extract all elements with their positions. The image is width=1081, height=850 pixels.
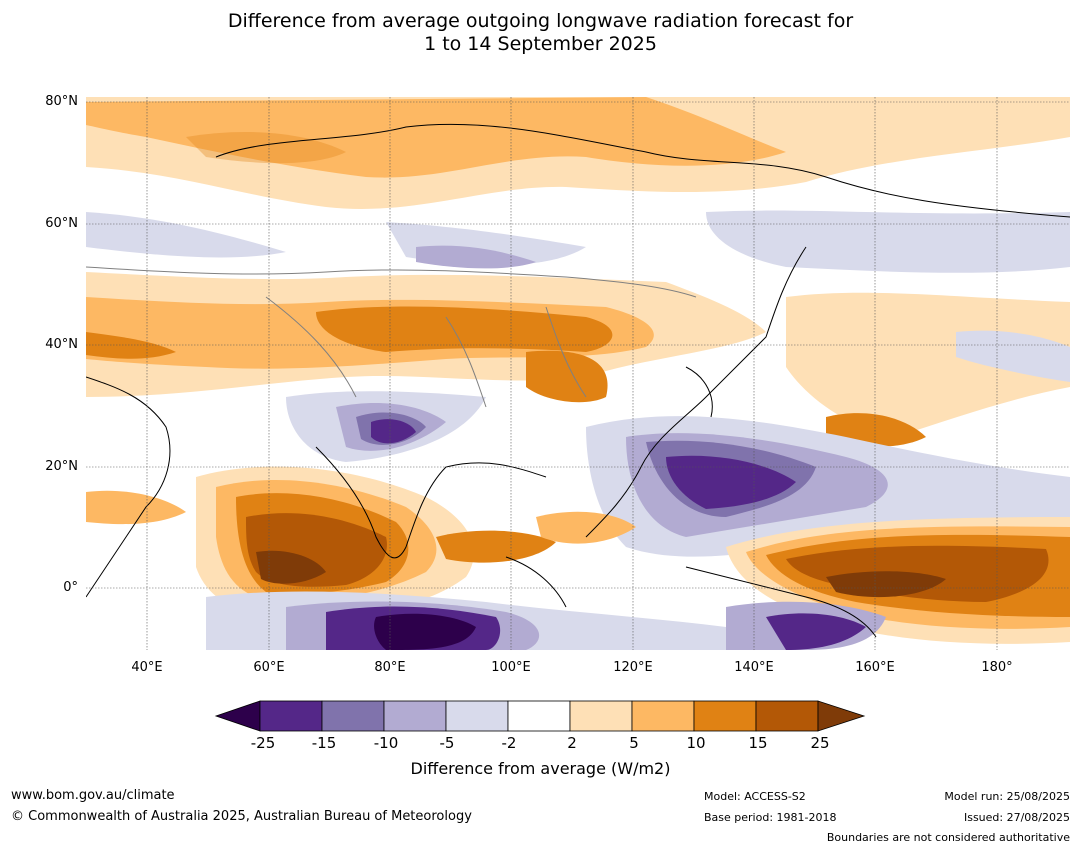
footer-disclaimer: Boundaries are not considered authoritat…	[826, 831, 1070, 844]
lat-label-60n: 60°N	[45, 216, 78, 231]
colorbar-label: Difference from average (W/m2)	[410, 759, 671, 778]
footer-model-run: Model run: 25/08/2025	[944, 790, 1070, 803]
map-canvas	[86, 97, 1070, 650]
colorbar-tick-25: 25	[810, 734, 830, 752]
anomaly-region-mid-negative	[86, 210, 1070, 273]
colorbar-tick-minus-15: -15	[311, 734, 337, 752]
footer-copyright: © Commonwealth of Australia 2025, Austra…	[11, 809, 472, 824]
colorbar-tick-minus-25: -25	[250, 734, 276, 752]
colorbar-bin-0	[259, 700, 323, 732]
lon-label-80e: 80°E	[374, 660, 406, 675]
colorbar-tick-10: 10	[686, 734, 706, 752]
lat-label-0: 0°	[63, 580, 78, 595]
colorbar-bin-3	[445, 700, 509, 732]
meridians	[146, 97, 998, 650]
lon-label-180: 180°	[981, 660, 1013, 675]
anomaly-region-north-positive	[86, 97, 1070, 209]
lon-label-60e: 60°E	[253, 660, 285, 675]
colorbar-tick-15: 15	[748, 734, 768, 752]
anomaly-region-south-asia-negative	[286, 391, 486, 462]
country-boundaries	[86, 266, 697, 408]
lon-label-160e: 160°E	[855, 660, 895, 675]
colorbar-tick-2: 2	[567, 734, 577, 752]
anomaly-region-southern-negative	[206, 591, 886, 650]
lon-label-120e: 120°E	[613, 660, 653, 675]
colorbar-bin-6	[631, 700, 695, 732]
footer-base-period: Base period: 1981-2018	[704, 811, 837, 824]
footer-issued: Issued: 27/08/2025	[963, 811, 1070, 824]
chart-title: Difference from average outgoing longwav…	[0, 10, 1081, 56]
colorbar-tick-minus-10: -10	[373, 734, 399, 752]
olr-anomaly-map	[86, 97, 1070, 650]
colorbar-extend-max	[817, 700, 866, 732]
title-line-2: 1 to 14 September 2025	[424, 33, 657, 55]
lat-label-80n: 80°N	[45, 94, 78, 109]
colorbar-bin-4	[507, 700, 571, 732]
lon-label-140e: 140°E	[734, 660, 774, 675]
colorbar-bin-7	[693, 700, 757, 732]
footer-website: www.bom.gov.au/climate	[11, 788, 175, 803]
lat-label-20n: 20°N	[45, 459, 78, 474]
anomaly-region-central-asia-positive	[86, 272, 766, 403]
lon-label-100e: 100°E	[491, 660, 531, 675]
anomaly-region-indian-ocean-positive	[86, 466, 474, 617]
colorbar-bin-8	[755, 700, 819, 732]
colorbar-tick-minus-5: -5	[439, 734, 455, 752]
colorbar-bin-1	[321, 700, 385, 732]
coastlines	[86, 123, 1070, 638]
colorbar-bin-5	[569, 700, 633, 732]
colorbar-extend-min	[214, 700, 261, 732]
parallels	[86, 101, 1070, 589]
colorbar	[214, 700, 866, 732]
colorbar-bin-2	[383, 700, 447, 732]
title-line-1: Difference from average outgoing longwav…	[227, 10, 854, 32]
lat-label-40n: 40°N	[45, 337, 78, 352]
lon-label-40e: 40°E	[131, 660, 163, 675]
colorbar-graphic	[214, 700, 866, 732]
colorbar-tick-5: 5	[629, 734, 639, 752]
colorbar-tick-minus-2: -2	[501, 734, 517, 752]
footer-model: Model: ACCESS-S2	[704, 790, 806, 803]
